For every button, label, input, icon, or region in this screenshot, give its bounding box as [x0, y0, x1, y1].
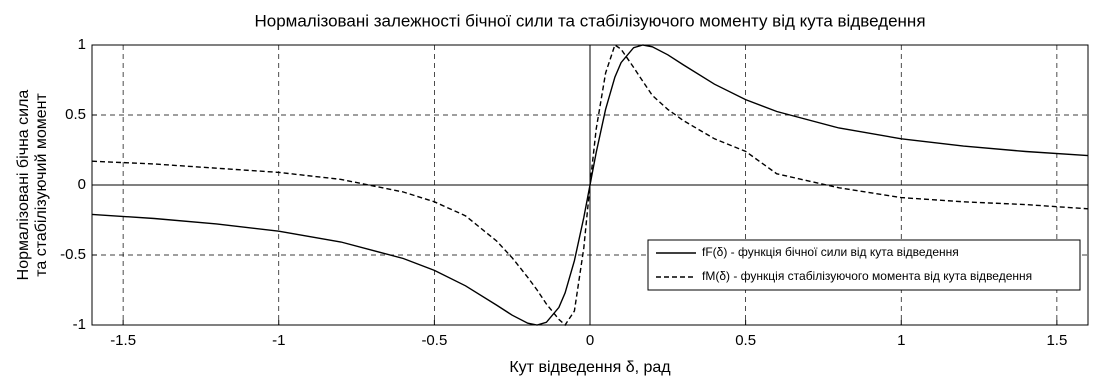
x-tick-label: -1 — [272, 332, 285, 349]
x-tick-label: -0.5 — [421, 332, 447, 349]
plot-frame — [91, 44, 1089, 326]
legend-label: fF(δ) - функція бічної сили від кута від… — [702, 245, 959, 259]
x-tick-label: 0.5 — [735, 332, 756, 349]
legend-label: fM(δ) - функція стабілізуючого момента в… — [702, 269, 1032, 283]
y-tick-label: 0.5 — [65, 106, 86, 123]
y-tick-label: -0.5 — [60, 246, 86, 263]
y-axis-label: Нормалізовані бічна сила — [15, 90, 32, 281]
x-tick-label: 0 — [586, 332, 594, 349]
y-tick-label: 1 — [78, 36, 86, 53]
x-tick-label: 1 — [897, 332, 905, 349]
chart-title: Нормалізовані залежності бічної сили та … — [254, 11, 925, 30]
x-tick-label: -1.5 — [110, 332, 136, 349]
x-tick-label: 1.5 — [1046, 332, 1067, 349]
legend-box — [647, 239, 1081, 291]
y-tick-label: -1 — [73, 316, 86, 333]
line-series — [91, 43, 1089, 327]
y-axis-label: та стабілізуючий момент — [33, 93, 50, 277]
x-axis-label: Кут відведення δ, рад — [509, 359, 671, 376]
y-tick-label: 0 — [78, 176, 86, 193]
